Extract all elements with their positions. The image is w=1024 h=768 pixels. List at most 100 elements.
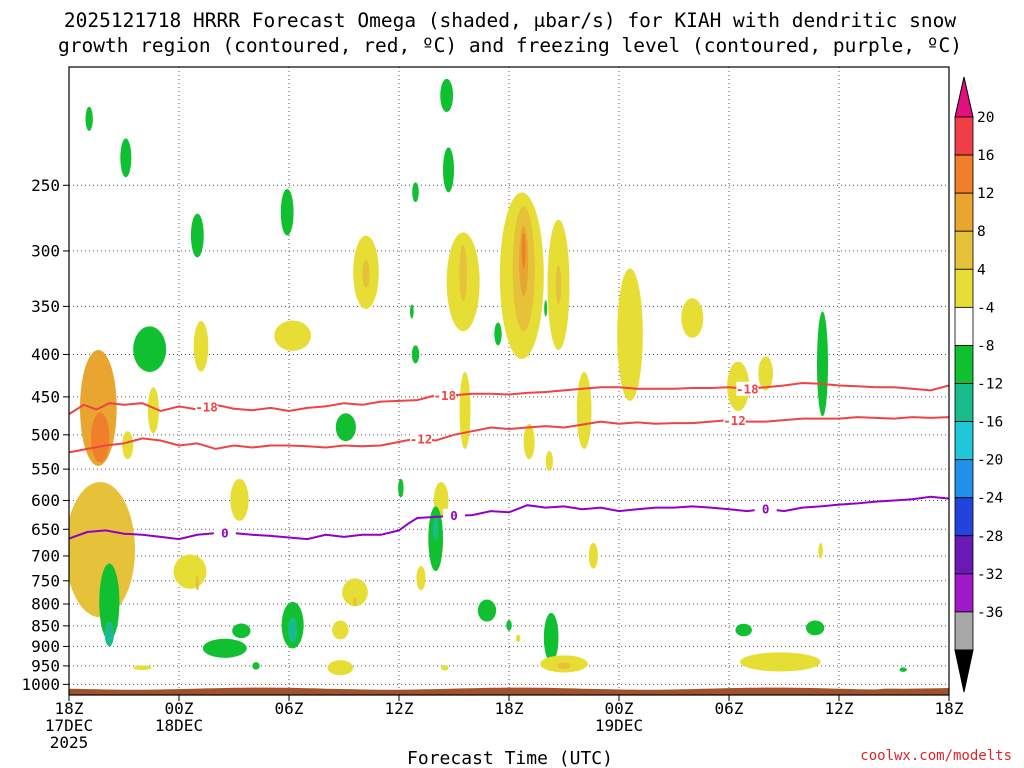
colorbar-label: 16	[977, 148, 994, 164]
omega-cell-rising	[758, 356, 774, 391]
omega-cell-rising	[69, 482, 135, 618]
y-tick-label: 600	[31, 491, 60, 510]
omega-cell-rising	[818, 542, 823, 559]
omega-cell-rising	[441, 664, 449, 671]
colorbar-label: -24	[977, 491, 1003, 507]
colorbar-label: -32	[977, 567, 1003, 583]
colorbar-bottom-arrow	[954, 649, 974, 693]
colorbar-swatch	[954, 497, 974, 537]
terrain-band	[69, 687, 949, 695]
omega-cell-rising	[327, 660, 354, 676]
omega-cell-rising	[681, 298, 704, 338]
y-tick-label: 1000	[21, 675, 60, 694]
omega-cell-rising	[557, 662, 571, 670]
omega-cell-rising	[555, 265, 562, 304]
contour-label-bg	[433, 388, 456, 403]
omega-cell-rising	[362, 259, 370, 288]
colorbar-top-arrow	[954, 76, 974, 118]
contour-label-bg	[443, 508, 465, 523]
omega-cell-sinking	[190, 213, 204, 258]
omega-cell-sinking	[104, 621, 114, 647]
x-tick-date: 18DEC	[155, 716, 203, 735]
omega-cell-rising	[353, 597, 357, 607]
colorbar-label: 12	[977, 186, 994, 202]
omega-cell-sinking	[411, 345, 420, 364]
omega-cell-rising	[521, 232, 526, 269]
omega-cell-sinking	[899, 667, 907, 672]
omega-cell-sinking	[85, 106, 93, 131]
colorbar-label: -28	[977, 529, 1003, 545]
credit-text: coolwx.com/modelts	[860, 748, 1012, 764]
y-tick-label: 250	[31, 176, 60, 195]
y-tick-label: 850	[31, 616, 60, 635]
x-tick-year: 2025	[50, 733, 89, 752]
omega-cell-rising	[459, 244, 467, 302]
omega-cell-rising	[91, 412, 110, 463]
contour-label: 0	[221, 526, 229, 541]
contour-label: -18	[195, 400, 218, 415]
omega-cell-sinking	[506, 620, 512, 631]
x-tick-label: 18Z	[495, 699, 524, 718]
y-tick-label: 450	[31, 387, 60, 406]
omega-cell-sinking	[280, 188, 294, 236]
omega-cell-rising	[523, 423, 535, 460]
omega-cell-rising	[515, 634, 521, 642]
colorbar-label: -8	[977, 338, 994, 354]
colorbar-swatch	[954, 306, 974, 346]
contour-line	[69, 416, 949, 454]
omega-cell-rising	[588, 542, 598, 569]
omega-cell-sinking	[494, 322, 502, 346]
omega-cell-sinking	[252, 662, 260, 670]
y-tick-label: 550	[31, 460, 60, 479]
omega-cell-rising	[416, 566, 426, 591]
y-axis: 250 300 350 400 450 500 550 600 650 700 750 800 850 9…	[21, 176, 69, 694]
grid	[69, 67, 949, 695]
x-tick-label: 06Z	[275, 699, 304, 718]
contour-label-bg	[213, 526, 236, 541]
contour-label: -12	[723, 413, 746, 428]
omega-cell-sinking	[335, 413, 356, 442]
contour-label-bg	[754, 501, 777, 516]
colorbar-swatch	[954, 421, 974, 461]
x-tick-label: 00Z	[165, 699, 194, 718]
y-tick-label: 650	[31, 520, 60, 539]
omega-cell-sinking	[806, 620, 825, 636]
terrain	[69, 687, 949, 695]
x-tick-label: 12Z	[825, 699, 854, 718]
omega-cell-rising	[274, 320, 311, 351]
omega-cell-rising	[230, 478, 249, 521]
omega-cell-sinking	[412, 182, 419, 203]
omega-cell-sinking	[232, 623, 251, 639]
y-tick-label: 750	[31, 571, 60, 590]
contour-label: -18	[736, 381, 759, 396]
omega-shading	[69, 78, 907, 676]
omega-cell-sinking	[735, 623, 752, 637]
contour-label: -18	[434, 388, 457, 403]
colorbar-label: -4	[977, 300, 995, 316]
y-tick-label: 800	[31, 595, 60, 614]
colorbar-swatch	[954, 383, 974, 422]
omega-cell-sinking	[440, 78, 454, 113]
x-tick-label: 18Z	[55, 699, 84, 718]
omega-cell-sinking	[432, 518, 439, 541]
contour-label: 0	[450, 508, 458, 523]
omega-cell-rising	[617, 268, 643, 401]
omega-cell-sinking	[120, 138, 132, 178]
contour-label-bg	[410, 431, 432, 446]
chart-title-line1: 2025121718 HRRR Forecast Omega (shaded, …	[64, 9, 956, 32]
colorbar-swatch	[954, 573, 974, 613]
omega-cell-sinking	[443, 147, 454, 193]
colorbar-label: 8	[977, 224, 986, 240]
x-tick-date: 17DEC	[45, 716, 93, 735]
omega-cell-sinking	[544, 300, 548, 317]
omega-cell-sinking	[202, 638, 247, 658]
contour-label-bg	[195, 400, 218, 415]
omega-cell-sinking	[133, 326, 167, 373]
colorbar-swatch	[954, 116, 974, 156]
colorbar-swatch	[954, 611, 974, 651]
x-tick-label: 06Z	[715, 699, 744, 718]
colorbar-swatch	[954, 154, 974, 194]
x-tick-date: 19DEC	[595, 716, 643, 735]
contours: -18 -18 -18 -12 -12 0 0 0	[69, 381, 949, 541]
